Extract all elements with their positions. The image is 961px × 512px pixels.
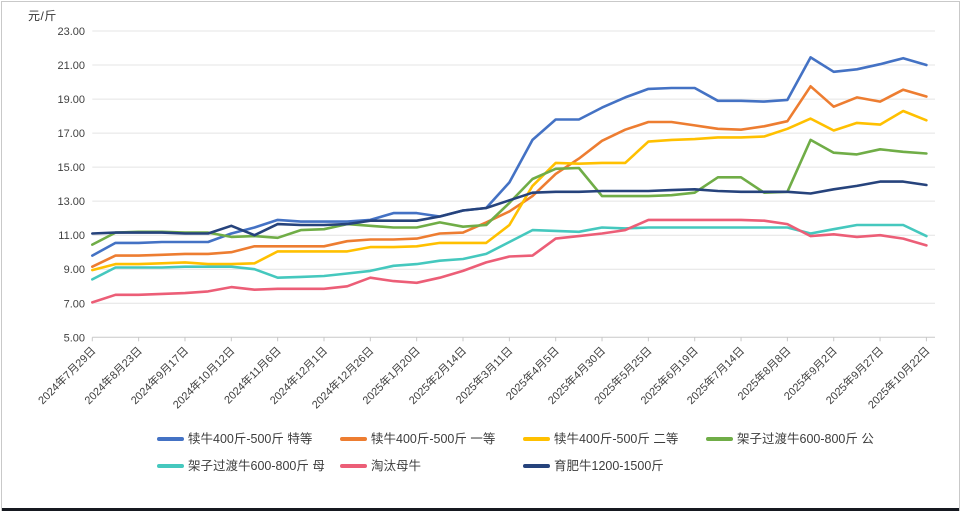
series-line [91, 180, 928, 237]
y-axis-tick-label: 7.00 [64, 298, 85, 310]
legend-line-marker [157, 464, 184, 468]
legend-item[interactable]: 架子过渡牛600-800斤 公 [706, 430, 874, 448]
series-line [91, 218, 928, 304]
legend-line-marker [523, 437, 550, 441]
legend-item[interactable]: 育肥牛1200-1500斤 [523, 457, 664, 475]
y-axis-tick-label: 13.00 [57, 196, 85, 208]
legend-label: 架子过渡牛600-800斤 公 [737, 432, 874, 446]
y-axis-tick-label: 17.00 [57, 128, 85, 140]
bottom-bar [2, 508, 959, 511]
legend-label: 架子过渡牛600-800斤 母 [188, 459, 325, 473]
y-axis-tick-label: 5.00 [64, 332, 85, 344]
legend-line-marker [706, 437, 733, 441]
series-line [91, 223, 928, 281]
legend-label: 犊牛400斤-500斤 一等 [371, 432, 496, 446]
series-line [91, 56, 928, 257]
legend-line-marker [340, 437, 367, 441]
legend-label: 淘汰母牛 [371, 459, 422, 473]
legend-item[interactable]: 犊牛400斤-500斤 二等 [523, 430, 678, 448]
legend-label: 犊牛400斤-500斤 二等 [554, 432, 679, 446]
y-axis-unit-label: 元/斤 [28, 9, 57, 23]
y-axis-tick-label: 23.00 [57, 26, 85, 38]
legend-item[interactable]: 犊牛400斤-500斤 特等 [157, 430, 312, 448]
y-axis-tick-label: 11.00 [58, 230, 85, 242]
legend-item[interactable]: 淘汰母牛 [340, 457, 421, 475]
series-line [91, 85, 928, 269]
y-axis-tick-label: 19.00 [57, 94, 85, 106]
legend-item[interactable]: 架子过渡牛600-800斤 母 [157, 457, 325, 475]
legend-item[interactable]: 犊牛400斤-500斤 一等 [340, 430, 495, 448]
series-line [91, 109, 928, 272]
legend-label: 育肥牛1200-1500斤 [554, 459, 664, 473]
legend-line-marker [523, 464, 550, 468]
legend-label: 犊牛400斤-500斤 特等 [188, 432, 313, 446]
legend-line-marker [340, 464, 367, 468]
y-axis-tick-label: 21.00 [57, 60, 85, 72]
legend-line-marker [157, 437, 184, 441]
y-axis-tick-label: 9.00 [64, 264, 85, 276]
y-axis-tick-label: 15.00 [57, 162, 85, 174]
